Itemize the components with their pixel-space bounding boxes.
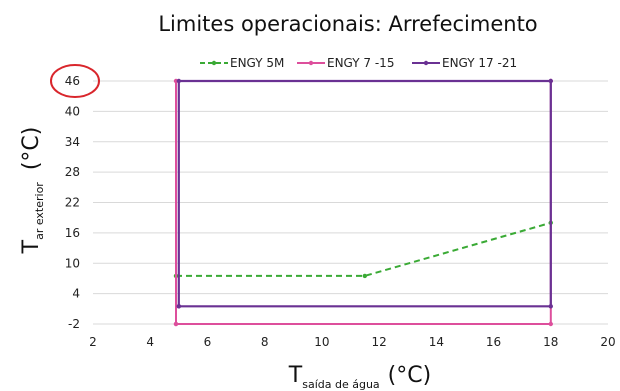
legend-marker-1 (308, 60, 314, 66)
highlight-circle (50, 64, 100, 98)
series-group (173, 78, 553, 327)
y-tick-label: 10 (65, 256, 80, 270)
y-axis-label-main: T (19, 239, 44, 254)
y-tick-label: 16 (65, 226, 80, 240)
y-tick-labels: -2 4 10 16 22 28 34 40 46 (65, 74, 80, 331)
y-tick-label: 40 (65, 104, 80, 118)
x-axis-label-unit: (°C) (388, 363, 432, 388)
x-tick-labels: 2 4 6 8 10 12 14 16 18 20 (89, 335, 615, 349)
x-tick-label: 20 (600, 335, 615, 349)
series-point-2 (548, 78, 553, 84)
x-tick-label: 6 (204, 335, 212, 349)
y-axis-label-sub: ar exterior (33, 182, 46, 240)
y-tick-label: 34 (65, 135, 80, 149)
y-axis-label: Tar exterior (°C) (19, 127, 46, 255)
x-axis-label-sub: saída de água (302, 378, 379, 391)
y-tick-label: 46 (65, 74, 80, 88)
x-tick-label: 4 (146, 335, 154, 349)
svg-text:Tar exterior(°C): Tar exterior (°C) (19, 127, 46, 255)
series-point-1 (173, 321, 179, 327)
y-tick-label: 22 (65, 196, 80, 210)
x-tick-label: 10 (314, 335, 329, 349)
legend-label-0: ENGY 5M (230, 56, 284, 70)
x-tick-label: 16 (486, 335, 501, 349)
legend-label-2: ENGY 17 -21 (442, 56, 517, 70)
y-tick-label: 28 (65, 165, 80, 179)
series-point-2 (176, 304, 182, 309)
x-tick-label: 12 (371, 335, 386, 349)
x-tick-label: 18 (543, 335, 558, 349)
chart-title: Limites operacionais: Arrefecimento (158, 12, 537, 36)
x-tick-label: 14 (429, 335, 444, 349)
legend-label-1: ENGY 7 -15 (327, 56, 394, 70)
series-point-2 (176, 78, 182, 84)
x-axis-label-main: T (288, 363, 303, 388)
y-axis-label-unit: (°C) (19, 127, 44, 171)
y-tick-label: -2 (68, 317, 80, 331)
legend-marker-0 (211, 60, 217, 66)
legend[interactable]: ENGY 5M ENGY 7 -15 ENGY 17 -21 (200, 56, 517, 70)
legend-marker-2 (423, 60, 429, 66)
series-point-2 (548, 304, 553, 309)
x-axis-label: Tsaída de água (°C) (288, 363, 431, 391)
y-tick-label: 4 (72, 287, 80, 301)
series-point-1 (548, 321, 553, 327)
x-tick-label: 8 (261, 335, 269, 349)
series-point-0 (362, 273, 368, 279)
series-line-0 (176, 221, 552, 277)
x-tick-label: 2 (89, 335, 97, 349)
